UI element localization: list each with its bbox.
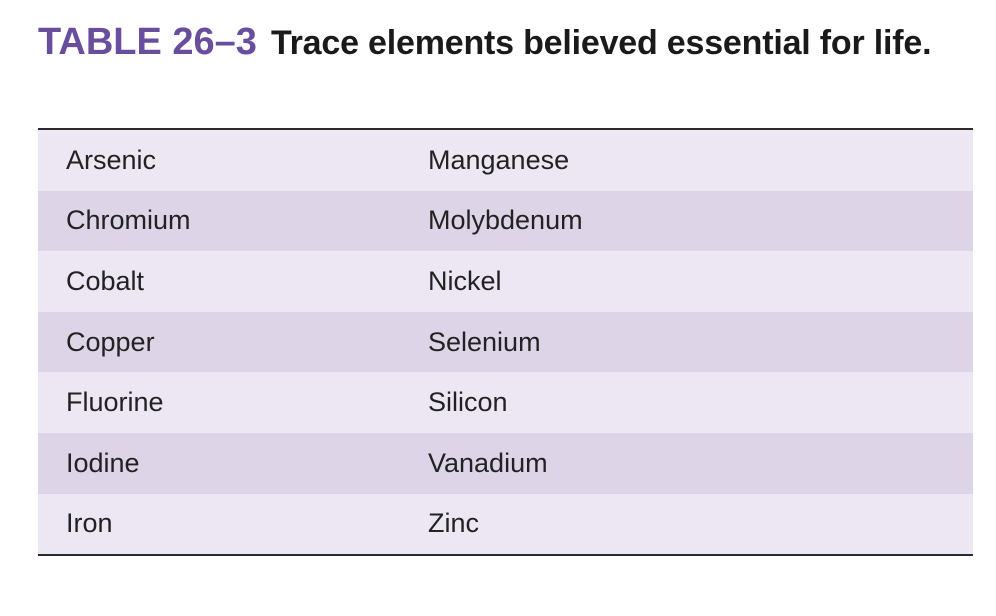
table-cell: Iodine [66,447,140,478]
table-row: Iron Zinc [38,493,973,555]
table-cell: Arsenic [66,144,157,175]
table-cell: Chromium [66,205,191,236]
table-cell: Selenium [428,326,541,357]
table-cell: Zinc [428,508,480,539]
table-cell: Nickel [428,265,502,296]
table-caption: TABLE 26–3 Trace elements believed essent… [38,20,958,65]
table-row: Copper Selenium [38,311,973,373]
table-row: Iodine Vanadium [38,432,973,494]
table-cell: Cobalt [66,265,145,296]
table-number: TABLE 26–3 [38,21,257,63]
table-cell: Vanadium [428,447,548,478]
table-cell: Iron [66,508,113,539]
table-row: Fluorine Silicon [38,372,973,433]
trace-elements-table: Arsenic Manganese Chromium Molybdenum Co… [38,128,973,557]
table-cell: Manganese [428,144,570,175]
table-title: Trace elements believed essential for li… [270,24,932,62]
table-row: Arsenic Manganese [38,130,973,191]
table-cell: Silicon [428,387,508,418]
table-cell: Molybdenum [428,205,583,236]
table-cell: Fluorine [66,387,164,418]
table-cell: Copper [66,326,155,357]
table-row: Cobalt Nickel [38,251,973,312]
table-row: Chromium Molybdenum [38,190,973,252]
